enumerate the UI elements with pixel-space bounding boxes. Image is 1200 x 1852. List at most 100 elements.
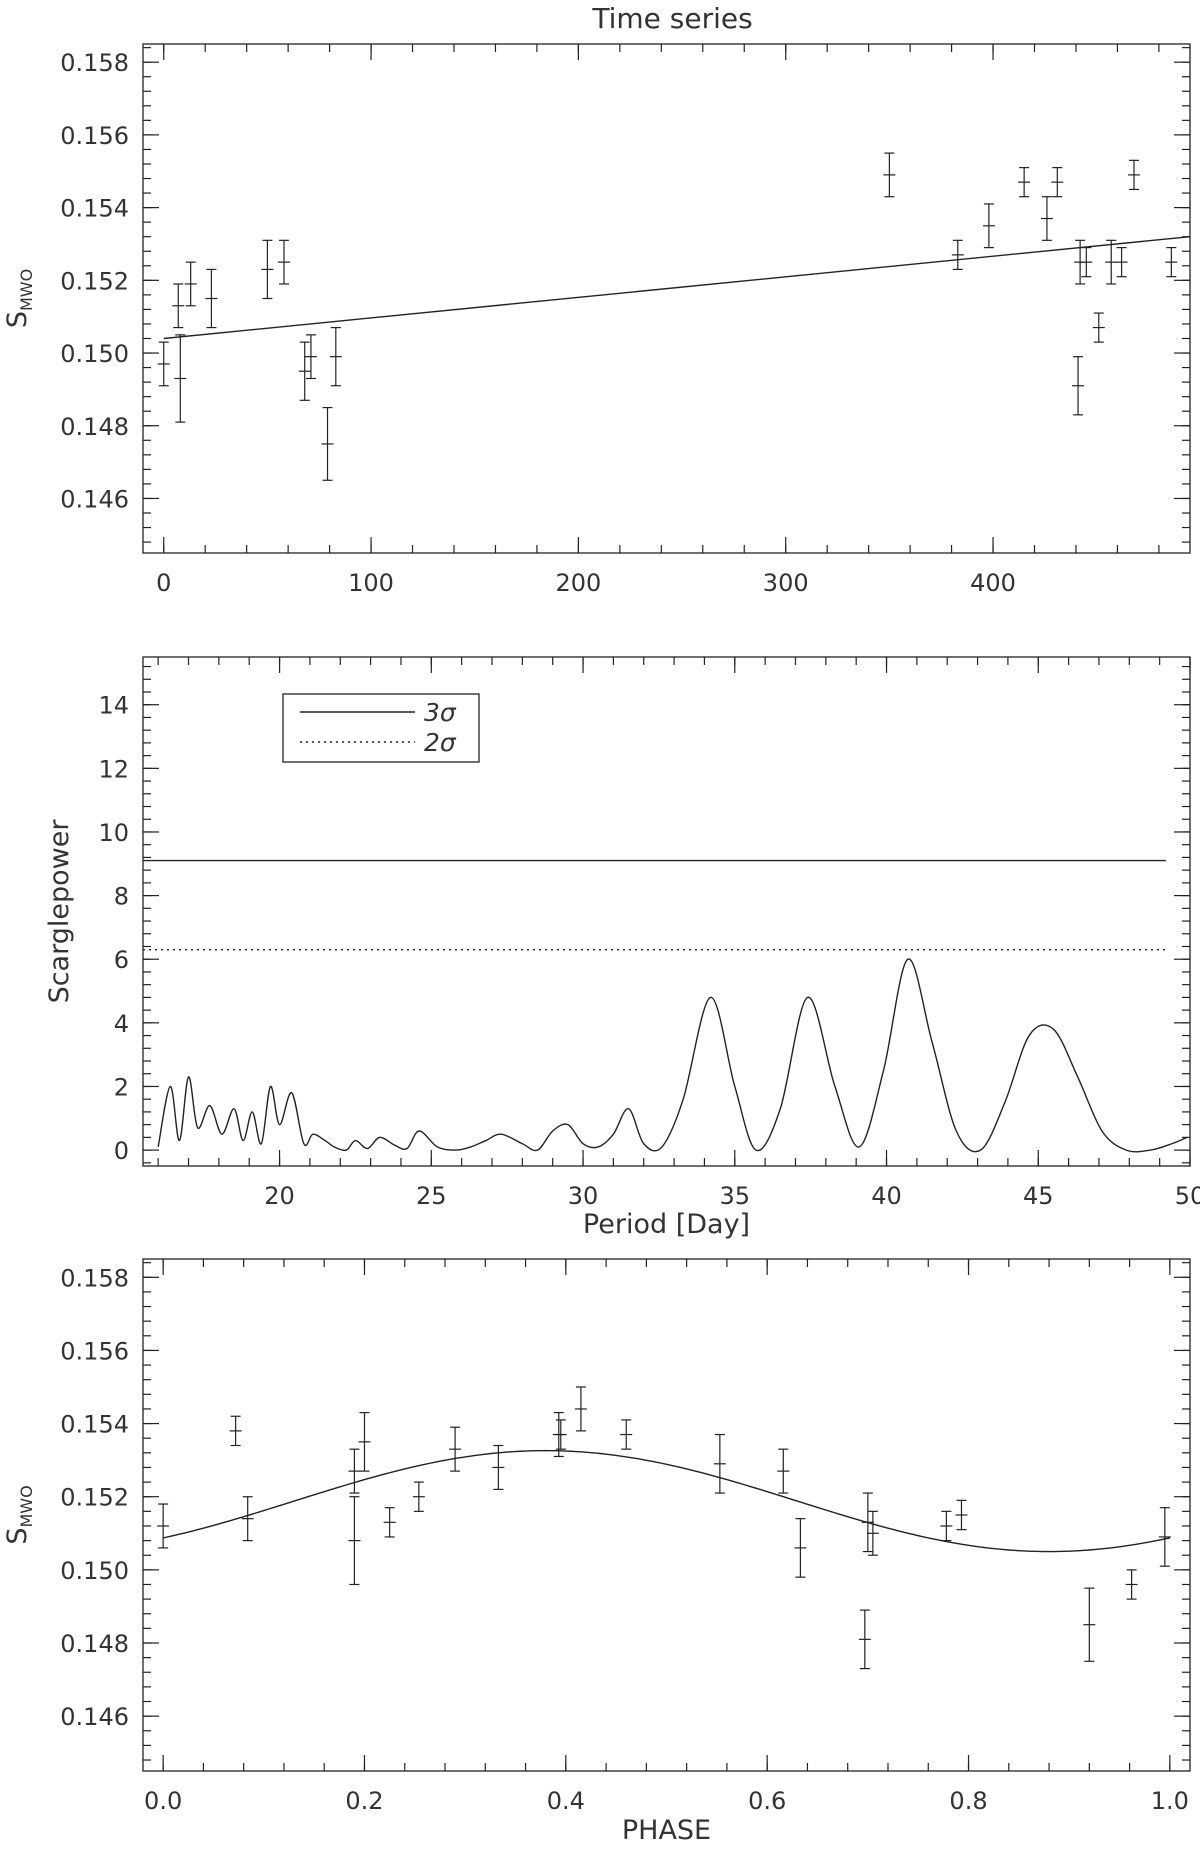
legend-label: 2σ [424,728,457,757]
plot-frame [142,656,1191,1167]
y-tick-label: 0.158 [60,49,129,77]
y-tick-label: 0.156 [60,1337,129,1365]
y-tick-label: 8 [114,883,129,911]
data-point [1018,167,1031,198]
y-tick-label: 0.154 [60,1411,129,1439]
y-tick-label: 0.152 [60,267,129,295]
x-tick-label: 45 [1023,1182,1054,1210]
data-point [982,203,995,249]
data-point [955,1499,968,1531]
y-tick-label: 0.148 [60,413,129,441]
y-tick-label: 0.146 [60,1703,129,1731]
phase-panel: 0.0 0.2 0.4 0.6 0.8 1.0 0.146 0.148 0.150 0.152 0.… [2,1258,1191,1846]
data-point [620,1419,633,1450]
plot-frame [142,43,1191,554]
data-point [1072,356,1085,416]
data-point [1080,247,1093,278]
data-point [277,239,290,285]
y-tick-label: 0.154 [60,195,129,223]
x-axis-label: PHASE [622,1815,711,1846]
x-tick-label: 30 [568,1182,599,1210]
sinusoid-fit-curve [162,1449,1171,1553]
y-tick-label: 6 [114,946,129,974]
data-point [298,341,311,401]
data-point [713,1433,726,1494]
y-tick-label: 0 [114,1137,129,1165]
plot-frame [142,1258,1191,1772]
linear-trend-line [163,235,1191,340]
y-tick-label: 12 [98,755,129,783]
data-point [229,1415,242,1447]
y-axis-label-subscript: MWO [17,269,36,311]
data-point [383,1507,396,1538]
y-tick-label: 0.150 [60,340,129,368]
x-axis-label: Period [Day] [583,1209,750,1240]
data-point [358,1411,371,1472]
y-tick-label: 14 [98,692,129,720]
legend-label: 3σ [424,698,457,727]
data-point [172,283,185,329]
data-point [449,1426,462,1472]
data-point [794,1518,807,1578]
data-point [304,334,317,380]
data-point [492,1444,505,1491]
x-tick-label: 1.0 [1151,1787,1189,1815]
y-tick-label: 0.152 [60,1484,129,1512]
y-axis-label-main: S [2,1528,33,1545]
x-tick-label: 20 [264,1182,295,1210]
data-point [574,1386,587,1432]
data-point [1158,1507,1171,1567]
x-tick-label: 100 [348,569,394,597]
chart-title: Time series [591,2,752,35]
x-tick-label: 50 [1175,1182,1200,1210]
x-tick-label: 0.8 [949,1787,987,1815]
legend-box [282,693,480,763]
x-tick-label: 25 [416,1182,447,1210]
y-tick-label: 0.148 [60,1630,129,1658]
y-axis-label: SMWO [2,269,36,328]
data-point [1128,159,1141,191]
y-tick-label: 2 [114,1073,129,1101]
data-point [157,1503,170,1549]
data-point [205,268,218,329]
data-point [940,1510,953,1542]
data-point [329,326,342,387]
y-axis-label-subscript: MWO [17,1485,36,1527]
x-tick-label: 35 [720,1182,751,1210]
y-tick-label: 4 [114,1010,129,1038]
x-tick-label: 400 [970,569,1016,597]
data-point [1092,312,1105,343]
y-tick-label: 0.150 [60,1557,129,1585]
data-point [241,1496,254,1542]
data-point [1105,239,1118,285]
data-point [1051,167,1064,198]
y-tick-label: 10 [98,819,129,847]
x-tick-label: 0.6 [748,1787,786,1815]
data-point [261,239,274,300]
x-tick-label: 0 [156,569,171,597]
x-tick-label: 0.4 [547,1787,585,1815]
data-point [951,239,964,271]
x-tick-label: 0.0 [144,1787,182,1815]
data-point [883,152,896,198]
data-point [321,406,334,481]
data-point [1040,196,1053,241]
data-point [1165,247,1178,278]
y-axis-label: Scarglepower [44,819,75,1004]
data-point [554,1419,567,1450]
y-axis-label: SMWO [2,1485,36,1544]
data-point [157,341,170,387]
y-tick-label: 0.158 [60,1264,129,1292]
data-point [1115,247,1128,278]
y-tick-label: 0.156 [60,122,129,150]
data-point [348,1496,361,1586]
x-tick-label: 300 [763,569,809,597]
data-point [348,1448,361,1494]
y-axis-label-main: S [2,311,33,328]
data-point [412,1481,425,1512]
data-point [861,1492,874,1553]
periodogram-curve [157,958,1188,1153]
